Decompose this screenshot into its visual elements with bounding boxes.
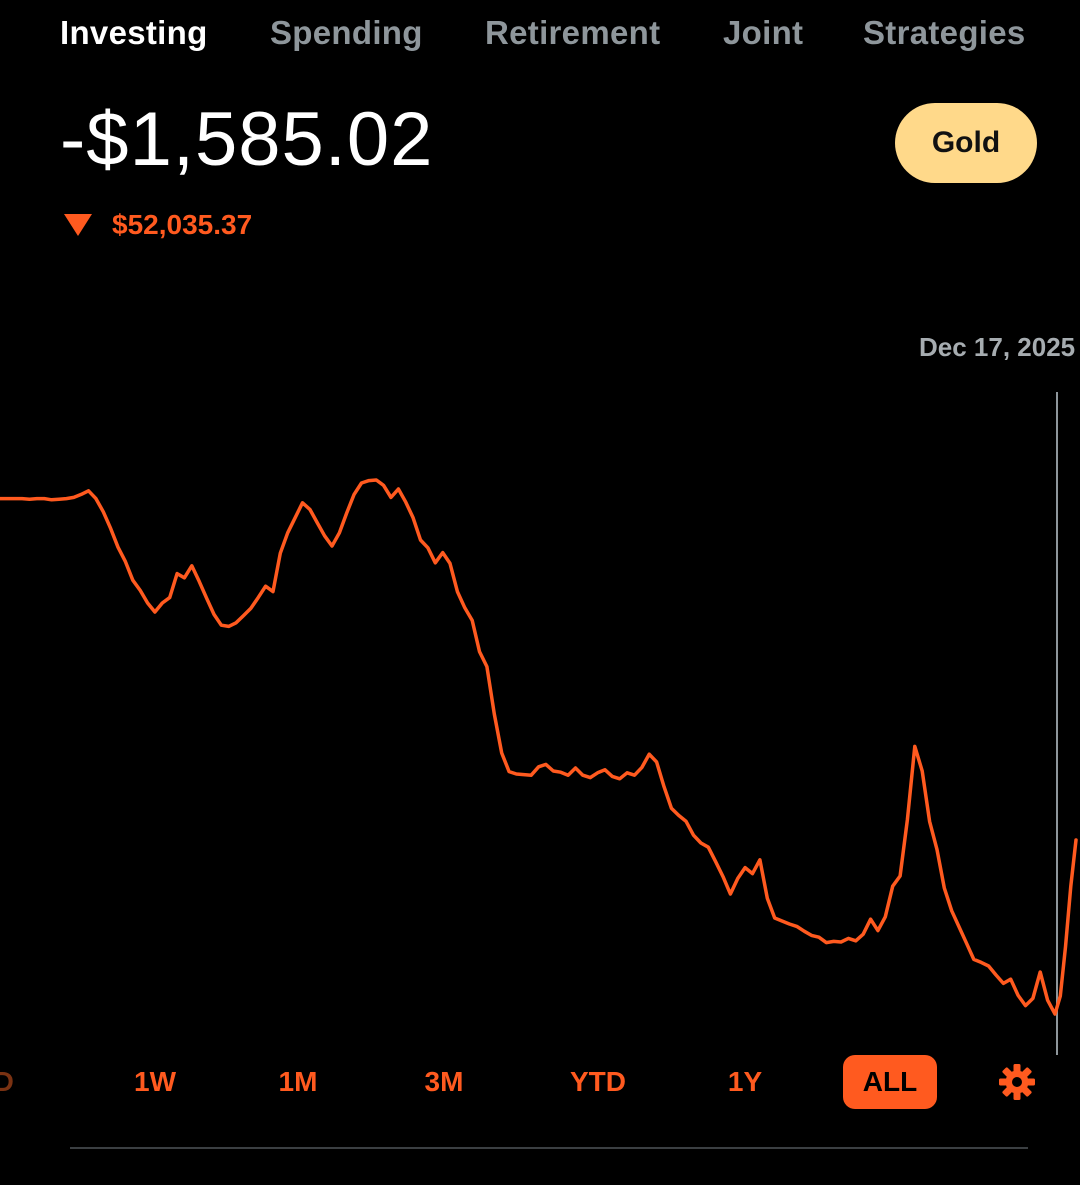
- range-ytd[interactable]: YTD: [570, 1066, 626, 1097]
- scrub-date-label: Dec 17, 2025: [919, 332, 1076, 362]
- tab-spending[interactable]: Spending: [270, 14, 423, 51]
- range-all[interactable]: ALL: [843, 1055, 937, 1109]
- tab-retirement[interactable]: Retirement: [485, 14, 661, 51]
- tab-investing[interactable]: Investing: [60, 14, 208, 51]
- range-1d[interactable]: 1D: [0, 1066, 14, 1097]
- down-triangle-icon: [64, 214, 92, 236]
- portfolio-chart[interactable]: [0, 380, 1080, 1070]
- range-1w[interactable]: 1W: [134, 1066, 176, 1097]
- series-line: [0, 478, 1078, 1016]
- range-3m[interactable]: 3M: [424, 1066, 464, 1097]
- range-1m[interactable]: 1M: [278, 1066, 318, 1097]
- divider: [70, 1147, 1028, 1149]
- time-range-selector: 1D 1W 1M 3M YTD 1Y ALL: [0, 1055, 1080, 1111]
- portfolio-balance: -$1,585.02: [60, 97, 434, 182]
- gear-icon[interactable]: [998, 1063, 1036, 1101]
- range-1y[interactable]: 1Y: [727, 1066, 763, 1097]
- portfolio-change: $52,035.37: [64, 208, 252, 242]
- change-amount: $52,035.37: [112, 209, 253, 240]
- gold-button[interactable]: Gold: [895, 103, 1037, 183]
- tab-joint[interactable]: Joint: [723, 14, 804, 51]
- account-tabs: Investing Spending Retirement Joint Stra…: [60, 14, 1050, 62]
- tab-strategies[interactable]: Strategies: [863, 14, 1026, 51]
